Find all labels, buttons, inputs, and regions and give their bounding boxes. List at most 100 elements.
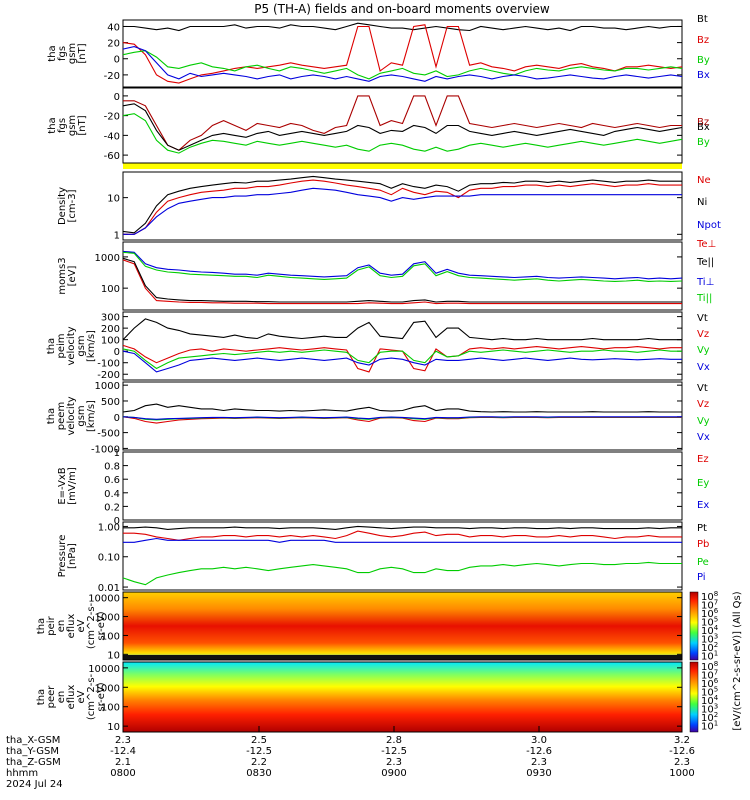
x-tick-label: 2.8 xyxy=(386,735,402,746)
y-axis-label-line: [km/s] xyxy=(86,400,97,432)
y-tick-label: 100 xyxy=(101,336,120,347)
panel-p9: 10000 1000 100 10 tha peir en eflux eV (cm^2-s-sr… xyxy=(36,591,683,661)
series-line-Bz xyxy=(122,24,683,84)
y-axis-label-line: tha xyxy=(47,45,58,61)
legend-Pi: Pi xyxy=(697,572,706,583)
y-tick-label: 0 xyxy=(114,92,120,103)
legend-Bx: Bx xyxy=(697,70,710,81)
y-axis-label-line: tha xyxy=(46,408,57,424)
y-tick-label: 200 xyxy=(101,324,120,335)
series-line-Ni xyxy=(122,175,682,234)
series-line-Pb xyxy=(123,530,682,541)
legend-Pt: Pt xyxy=(697,523,707,534)
panel-p10: 10000 1000 100 10 tha peer en eflux eV (cm^2-s-sr… xyxy=(36,661,683,733)
legend-Npot: Npot xyxy=(697,220,721,231)
y-tick-label: 100 xyxy=(101,284,120,295)
y-axis-label-line: peem xyxy=(56,402,67,430)
x-tick-label: 1000 xyxy=(669,768,694,779)
y-tick-label: 0 xyxy=(114,55,120,66)
x-tick-label: -12.5 xyxy=(246,746,272,757)
series-line-Ti⊥ xyxy=(122,250,683,280)
panel-p7: 1 0.8 0.6 0.4 0.2 0 E=-VxB [mV/m] Ez Ey Ex xyxy=(57,448,709,527)
y-tick-label: 500 xyxy=(101,397,120,408)
y-axis-label-line: en xyxy=(56,691,67,704)
series-line-Vt xyxy=(122,403,682,413)
yellow-flag-bar xyxy=(123,163,682,169)
x-tick-label: 2.5 xyxy=(251,735,267,746)
legend-Vz: Vz xyxy=(697,329,709,340)
y-axis-label-line: [nT] xyxy=(77,43,88,63)
legend-Bz: Bz xyxy=(697,35,709,46)
y-axis-label-line: Density xyxy=(57,187,68,225)
y-axis-label-line: peim xyxy=(56,333,67,358)
y-axis-label-line: tha xyxy=(47,117,58,133)
y-axis-label-line: en xyxy=(56,620,67,633)
panel-frame xyxy=(122,661,683,733)
series-line-Pi xyxy=(123,537,682,543)
panel-frame xyxy=(122,311,683,381)
y-tick-label: 10000 xyxy=(88,664,120,675)
y-axis-label-line: fgs xyxy=(57,118,68,133)
legend-Ey: Ey xyxy=(697,478,709,489)
y-axis-label-line: sr-eV) xyxy=(96,611,107,640)
y-tick-label: -20 xyxy=(104,112,120,123)
panel-frame xyxy=(122,591,683,661)
y-tick-label: 1000 xyxy=(95,613,120,624)
x-tick-label: -12.6 xyxy=(526,746,552,757)
series-line-Bz xyxy=(123,95,682,151)
series-line-Vt xyxy=(122,318,682,341)
y-tick-label: 20 xyxy=(107,39,120,50)
series-line-Bt xyxy=(123,22,682,32)
y-tick-label: 0.2 xyxy=(104,502,120,513)
y-tick-label: 0.6 xyxy=(104,475,120,486)
x-row-label: tha_Z-GSM xyxy=(6,757,61,768)
y-tick-label: 1 xyxy=(114,448,120,459)
x-row-label: hhmm xyxy=(6,768,38,779)
y-axis-label-line: tha xyxy=(36,618,47,634)
y-axis-label-line: gsm xyxy=(67,115,78,136)
y-axis-label-line: velocity xyxy=(66,326,77,365)
series-line-Te|| xyxy=(122,257,682,303)
y-axis-label-line: eV xyxy=(76,690,87,703)
legend-Te||: Te|| xyxy=(696,257,714,268)
x-tick-label: -12.4 xyxy=(110,746,136,757)
x-tick-label: -12.5 xyxy=(381,746,407,757)
panel-frame xyxy=(122,87,683,164)
y-tick-label: 0 xyxy=(114,413,120,424)
x-tick-label: 0800 xyxy=(110,768,135,779)
x-tick-label: 0900 xyxy=(381,768,406,779)
y-tick-label: -500 xyxy=(97,429,120,440)
y-tick-label: -20 xyxy=(104,71,120,82)
y-tick-label: 40 xyxy=(107,22,120,33)
series-line-Ti|| xyxy=(122,251,683,282)
legend-Vt: Vt xyxy=(697,313,708,324)
panel-frame xyxy=(122,381,683,451)
spectrogram-image xyxy=(123,592,682,660)
legend-By: By xyxy=(697,55,710,66)
spectrogram-image xyxy=(123,662,682,732)
spectrogram-fill-band xyxy=(123,655,682,660)
y-axis-label-line: eflux xyxy=(66,685,77,710)
y-tick-label: 1 xyxy=(114,230,120,241)
y-axis-label-line: eflux xyxy=(66,614,77,639)
x-tick-label: 2.1 xyxy=(115,757,131,768)
y-axis-label-line: fgs xyxy=(57,46,68,61)
legend-Ez: Ez xyxy=(697,454,709,465)
y-tick-label: 300 xyxy=(101,313,120,324)
y-axis-label-line: sr-eV) xyxy=(96,682,107,711)
legend-Vx: Vx xyxy=(697,432,710,443)
series-line-Bx xyxy=(122,103,683,151)
series-line-Ne xyxy=(123,179,682,235)
legend-By: By xyxy=(697,137,710,148)
y-axis-label-line: velocity xyxy=(66,396,77,435)
y-tick-label: 10000 xyxy=(88,594,120,605)
panel-frame xyxy=(122,241,683,311)
y-tick-label: -40 xyxy=(104,131,120,142)
y-tick-label: -100 xyxy=(97,359,120,370)
x-tick-label: 2.3 xyxy=(386,757,402,768)
legend-Vx: Vx xyxy=(697,362,710,373)
